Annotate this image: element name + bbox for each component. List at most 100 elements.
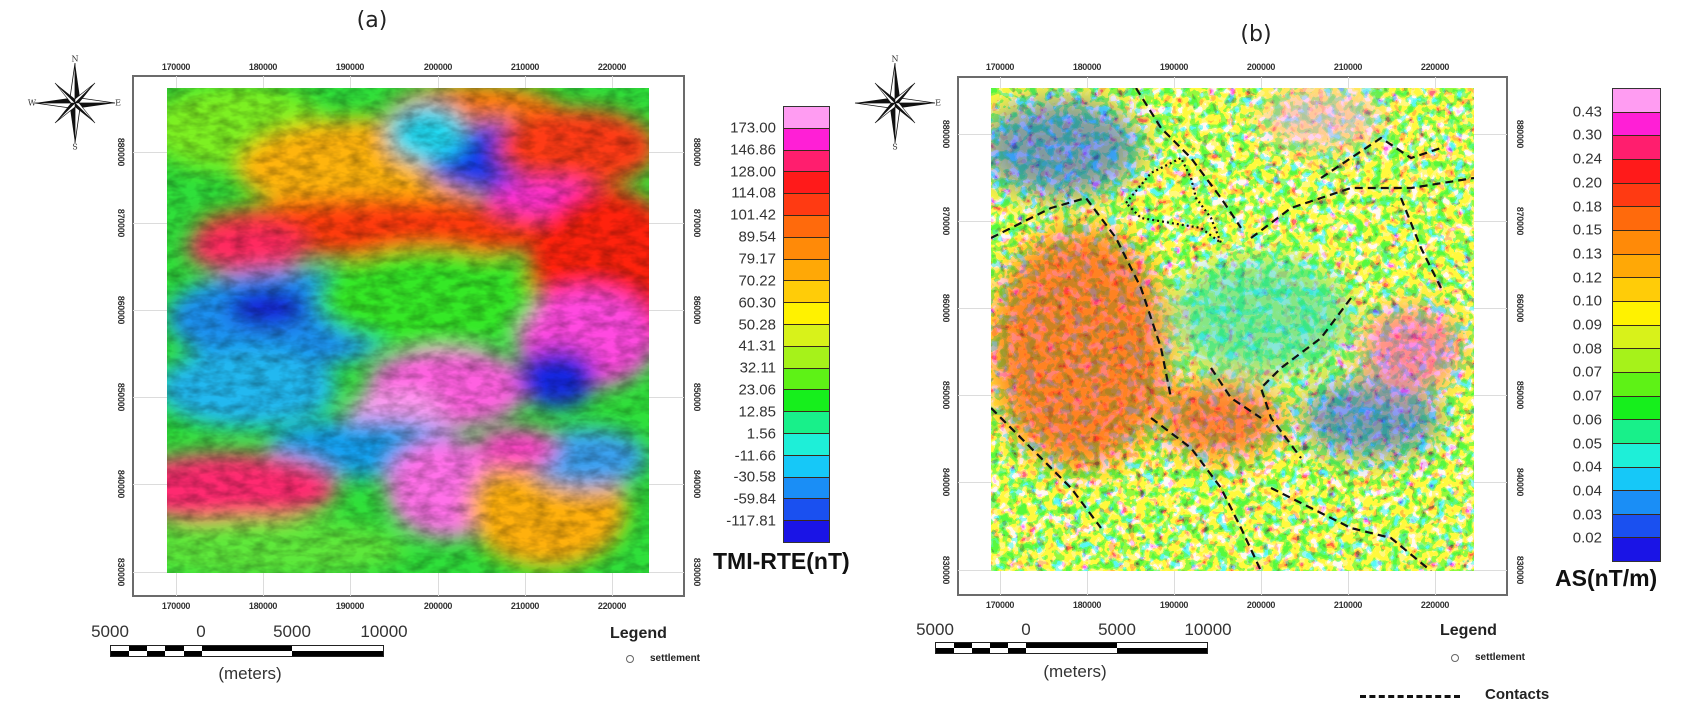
scale-label: 5000 [91,622,129,641]
x-tick-bottom: 210000 [510,601,540,611]
x-tick-top: 170000 [985,62,1015,72]
colorbar-tick-label: 0.07 [1572,363,1602,381]
y-tick-left: 870000 [941,206,951,236]
colorbar-segment [784,390,829,413]
contacts-dashed-line-icon [1360,695,1460,698]
x-tick-bottom: 180000 [248,601,278,611]
x-tick-bottom: 210000 [1333,600,1363,610]
y-tick-left: 850000 [941,380,951,410]
colorbar-tick-label: 23.06 [738,381,776,399]
x-tick-bottom: 220000 [597,601,627,611]
colorbar-segment [1613,159,1660,184]
colorbar-tick-label: 0.13 [1572,245,1602,263]
colorbar-as [1612,88,1661,562]
colorbar-segment [784,128,829,151]
compass-w: W [27,98,37,108]
colorbar-segment [784,455,829,478]
colorbar-title-b: AS(nT/m) [1555,565,1658,591]
colorbar-tick-label: 0.12 [1572,269,1602,287]
x-tick-bottom: 200000 [423,601,453,611]
colorbar-segment [784,433,829,456]
colorbar-tick-label: 0.10 [1572,292,1602,310]
colorbar-tick-label: 41.31 [738,337,776,355]
x-tick-bottom: 180000 [1072,600,1102,610]
colorbar-tick-label: 0.09 [1572,316,1602,334]
colorbar-segment [784,281,829,304]
scale-label: 5000 [273,622,311,641]
colorbar-tick-label: 146.86 [730,141,776,159]
colorbar-segment [784,237,829,260]
legend-item-contacts: Contacts [1485,686,1550,703]
colorbar-tick-label: 79.17 [738,250,776,268]
colorbar-tick-label: 0.05 [1572,435,1602,452]
colorbar-tick-label: 0.02 [1572,529,1602,547]
colorbar-segment [1613,349,1660,373]
colorbar-tick-label: 0.15 [1572,221,1602,239]
colorbar-tick-label: 114.08 [731,184,776,202]
colorbar-tick-label: 0.24 [1572,150,1602,168]
colorbar-segment [1613,491,1660,515]
colorbar-tick-label: 60.30 [738,294,776,312]
colorbar-tmi [783,106,830,543]
legend-item-settlement: settlement [650,653,701,664]
x-tick-top: 220000 [597,62,627,72]
colorbar-segment [1613,230,1660,255]
colorbar-segment [1613,396,1660,421]
y-tick-right: 880000 [1515,119,1525,149]
scale-label: 10000 [360,622,408,641]
colorbar-segment [784,324,829,347]
colorbar-segment [784,150,829,173]
colorbar-segment [1613,136,1660,160]
y-tick-left: 860000 [941,293,951,323]
x-tick-bottom: 220000 [1420,600,1450,610]
y-tick-left: 830000 [116,557,126,587]
colorbar-tick-label: 0.08 [1572,340,1602,358]
colorbar-tick-label: 0.30 [1572,126,1602,144]
scale-unit: (meters) [218,664,282,683]
y-tick-right: 860000 [692,295,702,325]
scale-label: 10000 [1184,620,1232,639]
colorbar-tick-label: -117.81 [726,512,776,530]
colorbar-segment [784,259,829,282]
colorbar-segment [1613,467,1660,492]
colorbar-tick-label: 32.11 [739,359,776,377]
colorbar-segment [1613,254,1660,279]
colorbar-tick-label: 128.00 [730,163,776,181]
tmi-rte-map: AraromiOkpaOde ApeOke-IbukunKabbaKakunCh… [167,88,649,573]
settlement-symbol-icon [1451,654,1459,662]
colorbar-tick-label: 1.56 [746,425,776,443]
y-tick-right: 850000 [692,382,702,412]
y-tick-left: 880000 [941,119,951,149]
colorbar-tick-label: 101.42 [730,206,776,224]
colorbar-segment [1613,420,1660,444]
colorbar-segment [1613,112,1660,137]
colorbar-tick-label: 0.20 [1572,174,1602,192]
compass-n: N [891,54,899,64]
colorbar-segment [784,194,829,216]
x-tick-top: 180000 [248,62,278,72]
x-tick-top: 220000 [1420,62,1450,72]
y-tick-right: 850000 [1515,380,1525,410]
compass-e: E [935,98,941,108]
colorbar-tick-label: 0.04 [1572,458,1602,476]
colorbar-segment [1613,278,1660,302]
colorbar-segment [784,412,829,434]
colorbar-tick-label: 173.00 [730,119,776,137]
colorbar-segment [1613,301,1660,326]
y-tick-left: 870000 [116,208,126,238]
y-tick-right: 830000 [1515,555,1525,585]
colorbar-tick-label: -59.84 [733,490,776,508]
north-arrow-compass-icon: N S E [850,54,941,152]
colorbar-tick-label: 89.54 [738,228,776,246]
colorbar-segment [784,346,829,369]
scale-label: 5000 [1098,620,1136,639]
colorbar-segment [1613,207,1660,231]
y-tick-left: 830000 [941,555,951,585]
colorbar-tick-label: 50.28 [738,316,776,333]
scale-bar [110,645,384,657]
colorbar-segment [1613,325,1660,350]
colorbar-segment [784,215,829,238]
colorbar-segment [784,499,829,522]
y-tick-left: 840000 [941,467,951,497]
analytic-signal-map: AraromiOkpaOde ApeOke-IbukunKabbaKakunCh… [991,88,1474,571]
